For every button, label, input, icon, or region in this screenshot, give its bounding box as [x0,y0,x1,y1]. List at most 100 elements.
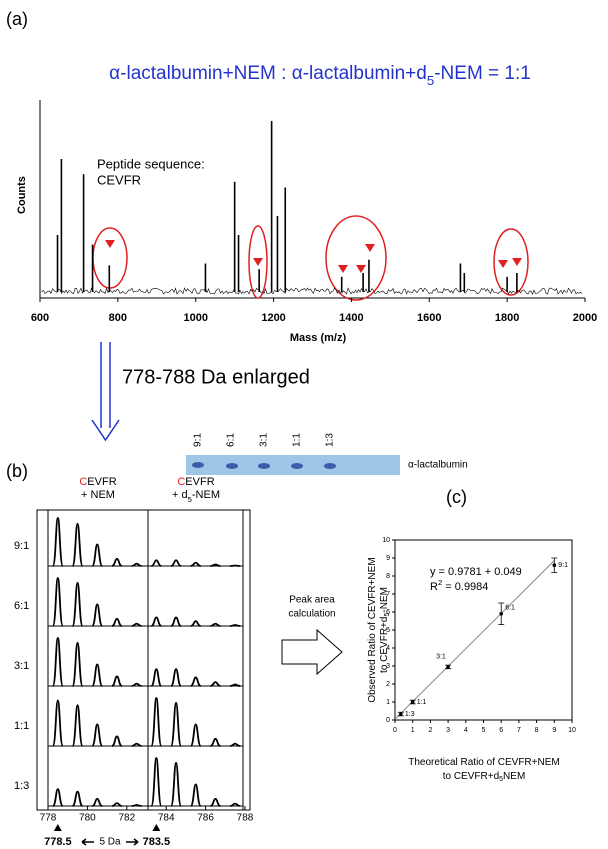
y-axis-label-part: -NEM [379,587,390,613]
isotope-peak [190,620,201,627]
isotope-peak [189,723,202,747]
chart-title: α-lactalbumin+NEM : α-lactalbumin+d5-NEM… [109,63,531,88]
isotope-peak [131,622,142,627]
fit-r2-part: = 0.9984 [442,581,488,593]
isotope-peak [170,616,182,627]
x-tick-label: 786 [197,813,214,824]
isotope-peak [71,581,84,627]
y-axis-label-part: Observed Ratio of CEVFR+NEM [367,557,378,702]
x-tick-label: 600 [31,312,49,324]
x-tick-label: 1600 [417,312,441,324]
calc-label: Peak area [289,595,335,606]
annotation: CEVFR [97,172,141,187]
fit-r2-part: R [430,581,438,593]
noise [41,287,583,295]
y-tick-label: 3 [386,663,390,670]
isotope-peak [91,663,104,687]
y-tick-label: 9 [386,555,390,562]
isotope-peak [51,699,64,747]
point-label: 1:3 [405,711,415,718]
highlight-circles [92,215,529,301]
isotope-peak [189,783,202,807]
column-header: + NEM [81,489,115,501]
fit-line [394,560,555,720]
isotope-peak [230,742,241,747]
fit-r2: R2 = 0.9984 [430,578,488,593]
fit-equation: y = 0.9781 + 0.049 [430,566,522,578]
enlarge-arrow [91,342,120,442]
isotope-peak [170,559,182,567]
isotope-peak [170,761,182,807]
isotope-peak [71,704,84,747]
isotope-peak [91,543,104,567]
isotope-peak [150,757,163,807]
column-header-part: C [79,476,87,488]
row-label: 6:1 [14,600,29,612]
x-tick-label: 0 [393,727,397,734]
panel-label: (b) [6,461,28,481]
x-tick-label: 778 [40,813,57,824]
x-tick-label: 3 [446,727,450,734]
y-tick-label: 1 [386,699,390,706]
point [499,612,504,616]
isotope-peak [111,617,123,627]
x-axis-label: to CEVFR+d5NEM [443,771,526,784]
lane-label: 6:1 [226,433,237,447]
isotope-peak [150,668,162,687]
isotope-peak [230,624,241,627]
y-axis-label: Observed Ratio of CEVFR+NEM [367,557,378,702]
calc-label: calculation [288,609,335,620]
isotope-peak [51,517,64,567]
x-tick-label: 780 [79,813,96,824]
isotope-peak [210,681,221,687]
isotope-peak [131,804,142,807]
x-axis-label-part: to CEVFR+d [443,771,499,782]
y-axis-label-part: 5 [384,613,391,617]
x-axis-label: Mass (m/z) [290,332,347,344]
point-label: 3:1 [436,654,446,661]
isotope-peak [170,701,182,747]
marker-label: 783.5 [143,836,171,848]
isotope-peak [210,797,221,807]
chart-title-part: α-lactalbumin+NEM : α-lactalbumin+d [109,63,427,84]
isotope-peak [51,637,64,687]
x-tick-label: 1200 [261,312,285,324]
y-tick-label: 8 [386,573,390,580]
isotope-peak [151,559,162,567]
column-header-part: EVFR [185,476,214,488]
x-tick-label: 800 [109,312,127,324]
x-tick-label: 788 [237,813,254,824]
point [552,563,557,567]
x-tick-label: 10 [568,727,576,734]
isotope-peak [210,563,221,567]
y-tick-label: 7 [386,591,390,598]
y-tick-label: 0 [386,717,390,724]
x-tick-label: 1000 [183,312,207,324]
gel-bands [192,462,336,469]
column-header-part: EVFR [87,476,116,488]
isotope-peak [111,802,123,807]
y-axis-label: Counts [16,176,28,214]
isotope-peak [170,668,182,687]
isotope-peak [111,675,123,687]
x-tick-label: 1800 [495,312,519,324]
y-axis-label-part: to CEVFR+d [379,617,390,673]
x-tick-label: 2000 [573,312,597,324]
y-tick-label: 6 [386,609,390,616]
column-header-part: -NEM [192,489,220,501]
spacing-arrows [81,838,139,846]
point-label: 1:1 [417,699,427,706]
x-tick-label: 2 [428,727,432,734]
isotope-peak [230,802,241,807]
row-label: 3:1 [14,660,29,672]
y-axis-label: to CEVFR+d5-NEM [379,587,392,673]
isotope-peak [151,616,162,627]
x-tick-label: 7 [517,727,521,734]
row-label: 9:1 [14,540,29,552]
isotope-peak [190,561,201,567]
row-label: 1:3 [14,780,29,792]
isotope-peak [111,557,123,567]
lane-label: 1:3 [325,433,336,447]
isotope-peak [210,737,221,747]
